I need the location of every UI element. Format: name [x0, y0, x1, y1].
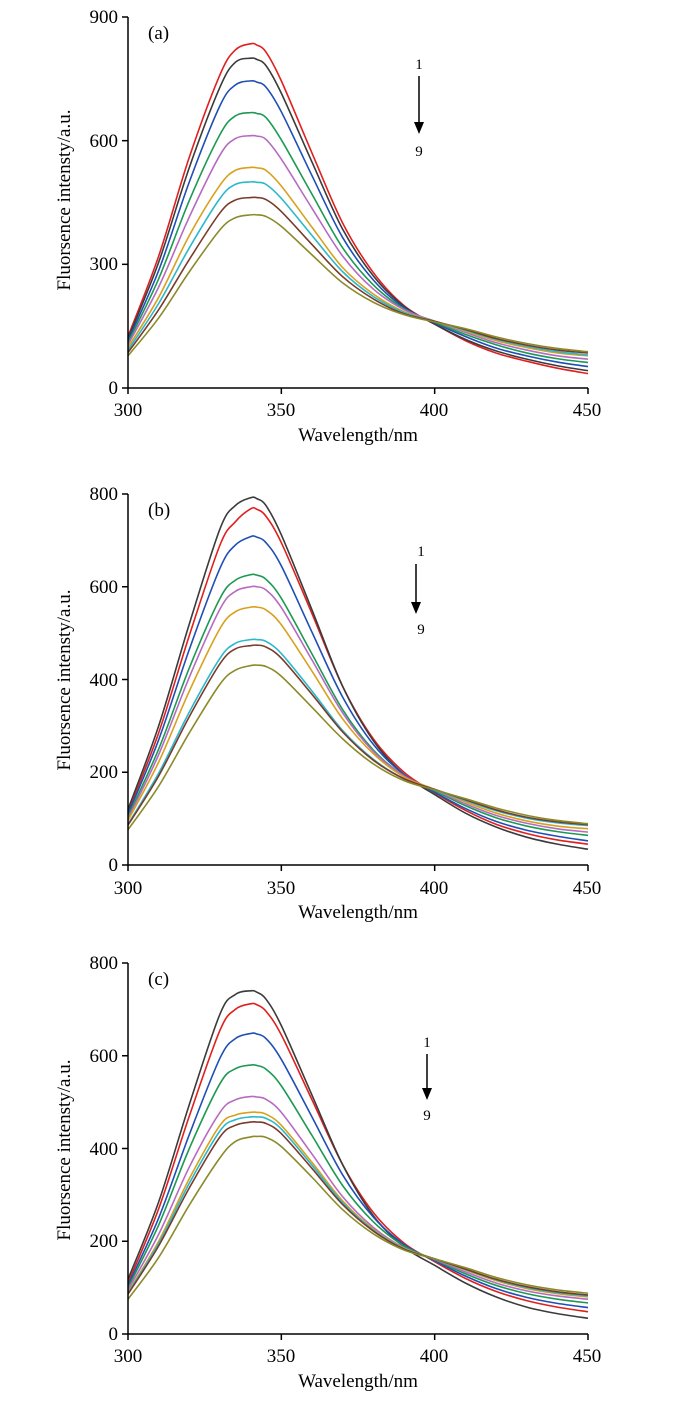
- x-axis-label: Wavelength/nm: [298, 902, 418, 923]
- x-tick-label: 350: [267, 400, 296, 421]
- series-line-7: [127, 638, 589, 827]
- panel-c: 300 350 400 450 0 200 400 600 800 Wavele…: [54, 953, 601, 1392]
- arrow-end-label: 9: [417, 622, 425, 638]
- series-line-2: [127, 57, 589, 372]
- series-line-6: [127, 605, 589, 830]
- arrow-start-label: 1: [417, 544, 425, 560]
- y-tick-label: 300: [90, 254, 119, 275]
- y-tick-label: 800: [90, 953, 119, 974]
- tick-layer-b: [122, 493, 589, 871]
- arrow-head: [422, 1088, 432, 1100]
- x-tick-label: 400: [420, 878, 449, 899]
- y-tick-label: 200: [90, 762, 119, 783]
- series-line-4: [127, 1063, 589, 1304]
- series-line-3: [127, 1032, 589, 1309]
- y-tick-label: 200: [90, 1231, 119, 1252]
- x-tick-label: 450: [573, 878, 602, 899]
- y-tick-label: 0: [109, 855, 119, 876]
- arrow-head: [411, 602, 421, 614]
- series-line-3: [127, 535, 589, 842]
- y-tick-label: 900: [90, 7, 119, 28]
- series-line-5: [127, 585, 589, 833]
- series-line-4: [127, 573, 589, 837]
- y-tick-label: 0: [109, 378, 119, 399]
- x-axis-label: Wavelength/nm: [298, 425, 418, 446]
- panel-label: (c): [148, 969, 169, 990]
- panel-label: (b): [148, 500, 170, 521]
- series-layer-a: [127, 42, 589, 375]
- x-tick-label: 350: [267, 878, 296, 899]
- x-tick-label: 300: [114, 1346, 143, 1367]
- series-line-6: [127, 166, 589, 357]
- panel-a: 300 350 400 450 0 300 600 900 Wavelength…: [54, 7, 601, 446]
- arrow-start-label: 1: [423, 1035, 431, 1051]
- x-axis-label: Wavelength/nm: [298, 1371, 418, 1392]
- x-tick-label: 300: [114, 400, 143, 421]
- y-tick-label: 800: [90, 484, 119, 505]
- series-line-2: [127, 496, 589, 851]
- series-line-7: [127, 180, 589, 356]
- series-layer-b: [127, 496, 589, 851]
- y-tick-label: 600: [90, 577, 119, 598]
- y-tick-label: 600: [90, 131, 119, 152]
- series-line-8: [127, 196, 589, 354]
- series-line-1: [127, 42, 589, 375]
- series-layer-c: [127, 989, 589, 1320]
- arrow-start-label: 1: [415, 57, 423, 73]
- x-tick-label: 300: [114, 878, 143, 899]
- series-line-4: [127, 111, 589, 364]
- x-tick-label: 400: [420, 400, 449, 421]
- series-line-1: [127, 1002, 589, 1313]
- panel-label: (a): [148, 23, 169, 44]
- series-line-1: [127, 506, 589, 845]
- y-axis-label: Fluorsence intensty/a.u.: [54, 110, 75, 291]
- series-line-5: [127, 1095, 589, 1301]
- y-tick-label: 0: [109, 1324, 119, 1345]
- x-tick-label: 450: [573, 1346, 602, 1367]
- arrow-end-label: 9: [423, 1108, 431, 1124]
- series-line-9: [127, 664, 589, 831]
- y-axis-label: Fluorsence intensty/a.u.: [54, 590, 75, 771]
- x-tick-label: 400: [420, 1346, 449, 1367]
- tick-layer-a: [122, 16, 589, 394]
- arrow-head: [414, 122, 424, 134]
- x-tick-label: 450: [573, 400, 602, 421]
- series-line-5: [127, 134, 589, 360]
- y-tick-label: 400: [90, 670, 119, 691]
- y-axis-label: Fluorsence intensty/a.u.: [54, 1060, 75, 1241]
- series-line-6: [127, 1111, 589, 1298]
- series-line-9: [127, 213, 589, 357]
- series-line-2: [127, 989, 589, 1320]
- series-line-8: [127, 644, 589, 826]
- y-tick-label: 400: [90, 1139, 119, 1160]
- series-line-8: [127, 1120, 589, 1296]
- arrow-end-label: 9: [415, 144, 423, 160]
- tick-layer-c: [122, 962, 589, 1340]
- series-line-3: [127, 79, 589, 368]
- y-tick-label: 600: [90, 1046, 119, 1067]
- x-tick-label: 350: [267, 1346, 296, 1367]
- series-line-9: [127, 1135, 589, 1300]
- panel-b: 300 350 400 450 0 200 400 600 800 Wavele…: [54, 484, 601, 923]
